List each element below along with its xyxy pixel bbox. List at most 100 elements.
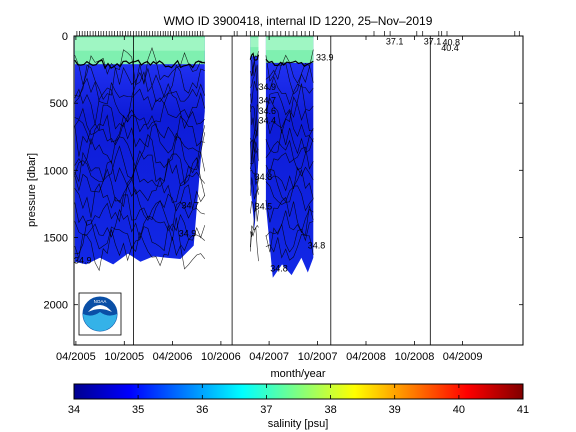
- contour-label-11: 34.8: [270, 263, 288, 273]
- contour-line-2-15: [265, 234, 314, 261]
- colorbar-tick-label-2: 36: [196, 404, 208, 416]
- colorbar: 34 35 36 37 38 39 40 41 salinity [psu]: [68, 383, 529, 430]
- contour-line-1-15: [250, 227, 259, 262]
- surface-mixed-1: [250, 38, 259, 48]
- contour-line-2-2: [265, 75, 314, 106]
- contour-label-13: 37.1: [424, 36, 442, 46]
- x-tick-label-8: 04/2009: [443, 351, 483, 363]
- contour-labels: 34.934.734.934.934.734.634.434.834.533.9…: [74, 36, 460, 273]
- contour-label-12: 37.1: [386, 36, 404, 46]
- x-tick-label-6: 04/2008: [346, 351, 386, 363]
- contour-line-1-1: [250, 60, 259, 87]
- profile-time-ticks: [76, 31, 520, 36]
- contour-label-10: 34.8: [308, 241, 326, 251]
- y-axis: 0 500 1000 1500 2000: [44, 31, 523, 312]
- plot-frame: [73, 35, 524, 346]
- colorbar-tick-label-4: 38: [324, 404, 336, 416]
- contour-line-2-5: [265, 110, 314, 138]
- contour-line-0-14: [74, 217, 205, 255]
- contour-line-0-6: [74, 121, 206, 157]
- contour-line-1-5: [250, 104, 259, 139]
- contour-line-2-4: [265, 96, 314, 134]
- surface-mixed-2: [265, 38, 314, 51]
- isohaline-contours: [74, 46, 314, 272]
- contour-line-1-12: [250, 188, 259, 214]
- x-tick-label-7: 10/2008: [395, 351, 435, 363]
- y-tick-label-4: 2000: [44, 300, 68, 312]
- colorbar-tick-label-5: 39: [389, 404, 401, 416]
- surface-isohaline-0: [74, 59, 205, 70]
- colorbar-tick-label-3: 37: [260, 404, 272, 416]
- contour-line-1-10: [250, 169, 259, 191]
- surface-isohaline-1: [249, 52, 260, 61]
- colorbar-tick-label-1: 35: [132, 404, 144, 416]
- contour-label-2: 34.9: [179, 229, 197, 239]
- contour-line-2-8: [265, 146, 314, 174]
- contour-line-0-0: [74, 46, 205, 86]
- contour-line-0-8: [74, 145, 206, 185]
- x-tick-label-0: 04/2005: [56, 351, 96, 363]
- colorbar-tick-label-0: 34: [68, 404, 80, 416]
- noaa-logo-label: NOAA: [94, 299, 107, 304]
- colorbar-ticks: 34 35 36 37 38 39 40 41: [68, 384, 529, 416]
- contour-line-1-6: [250, 120, 259, 143]
- contour-line-2-12: [265, 196, 314, 234]
- colorbar-tick-label-6: 40: [453, 404, 465, 416]
- contour-line-1-3: [250, 80, 259, 113]
- contour-label-9: 33.9: [316, 53, 334, 63]
- contour-line-1-4: [250, 103, 259, 130]
- x-tick-label-4: 04/2007: [249, 351, 289, 363]
- contour-label-0: 34.9: [74, 255, 92, 265]
- contour-line-0-5: [74, 114, 206, 147]
- x-axis-label: month/year: [270, 368, 325, 380]
- salinity-sections: [74, 36, 314, 278]
- contour-label-5: 34.6: [259, 106, 277, 116]
- y-tick-label-2: 1000: [44, 165, 68, 177]
- contour-line-2-3: [265, 83, 314, 118]
- y-tick-label-1: 500: [50, 98, 68, 110]
- contour-line-1-9: [250, 153, 259, 182]
- colorbar-gradient: [73, 383, 524, 400]
- contour-label-14: 40.8: [443, 38, 461, 48]
- section-body-2: [265, 36, 314, 278]
- contour-line-0-7: [74, 133, 205, 174]
- contour-label-4: 34.7: [259, 96, 277, 106]
- contour-line-0-15: [74, 229, 206, 272]
- y-axis-label: pressure [dbar]: [26, 153, 38, 227]
- contour-line-0-9: [74, 157, 206, 187]
- contour-label-6: 34.4: [259, 116, 277, 126]
- x-tick-label-1: 10/2005: [104, 351, 144, 363]
- contour-label-1: 34.7: [182, 200, 200, 210]
- contour-line-0-2: [74, 71, 206, 105]
- contour-line-2-14: [265, 221, 314, 253]
- noaa-seagull-icon: [88, 305, 112, 312]
- contour-line-0-3: [74, 82, 206, 125]
- contour-line-2-7: [265, 135, 314, 171]
- y-tick-label-3: 1500: [44, 233, 68, 245]
- contour-line-0-10: [74, 168, 206, 208]
- contour-line-1-13: [250, 201, 259, 237]
- colorbar-tick-label-7: 41: [517, 404, 529, 416]
- contour-line-2-11: [265, 181, 314, 212]
- y-tick-label-0: 0: [62, 31, 68, 43]
- contour-line-2-10: [265, 168, 314, 203]
- x-axis: 04/2005 10/2005 04/2006 10/2006 04/2007 10/20…: [56, 36, 482, 363]
- x-tick-label-2: 04/2006: [153, 351, 193, 363]
- x-tick-label-3: 10/2006: [201, 351, 241, 363]
- contour-line-1-14: [250, 224, 259, 248]
- x-tick-label-5: 10/2007: [298, 351, 338, 363]
- colorbar-label: salinity [psu]: [268, 418, 329, 430]
- contour-label-8: 34.5: [255, 202, 273, 212]
- contour-line-2-1: [265, 62, 314, 95]
- surface-isohaline-2: [265, 58, 314, 68]
- contour-label-7: 34.8: [255, 172, 273, 182]
- contour-line-0-4: [74, 102, 206, 135]
- surface-mixed-0: [74, 38, 205, 51]
- contour-line-2-9: [265, 166, 314, 192]
- contour-label-3: 34.9: [259, 82, 277, 92]
- year-marker-lines: [133, 36, 431, 345]
- contour-label-15: 40.4: [441, 43, 459, 53]
- contour-line-0-12: [74, 194, 205, 232]
- contour-line-0-13: [74, 208, 206, 241]
